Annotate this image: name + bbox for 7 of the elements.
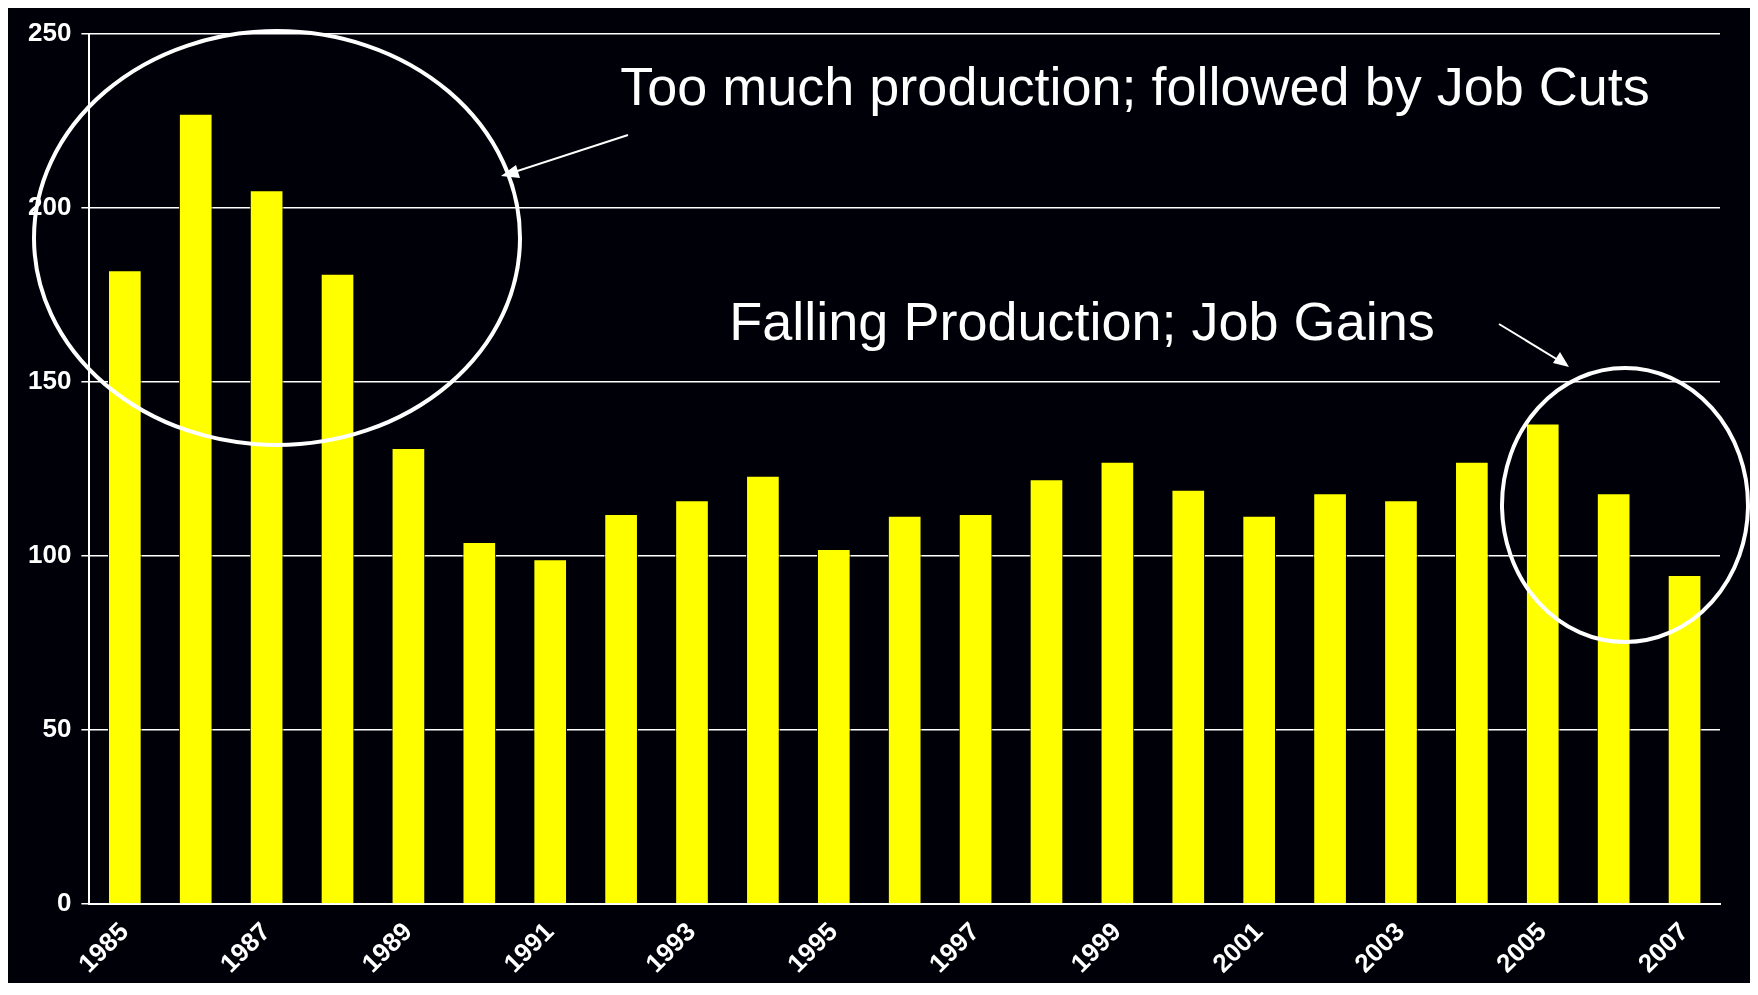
y-tick-label: 100 — [27, 539, 72, 570]
annotation: Falling Production; Job Gains — [729, 290, 1435, 351]
annotation: Too much production; followed by Job Cuts — [620, 55, 1650, 116]
y-tick-label: 0 — [56, 887, 72, 918]
y-tick-label: 250 — [27, 16, 72, 47]
y-tick-label: 50 — [42, 713, 72, 744]
y-tick-label: 150 — [27, 364, 72, 395]
